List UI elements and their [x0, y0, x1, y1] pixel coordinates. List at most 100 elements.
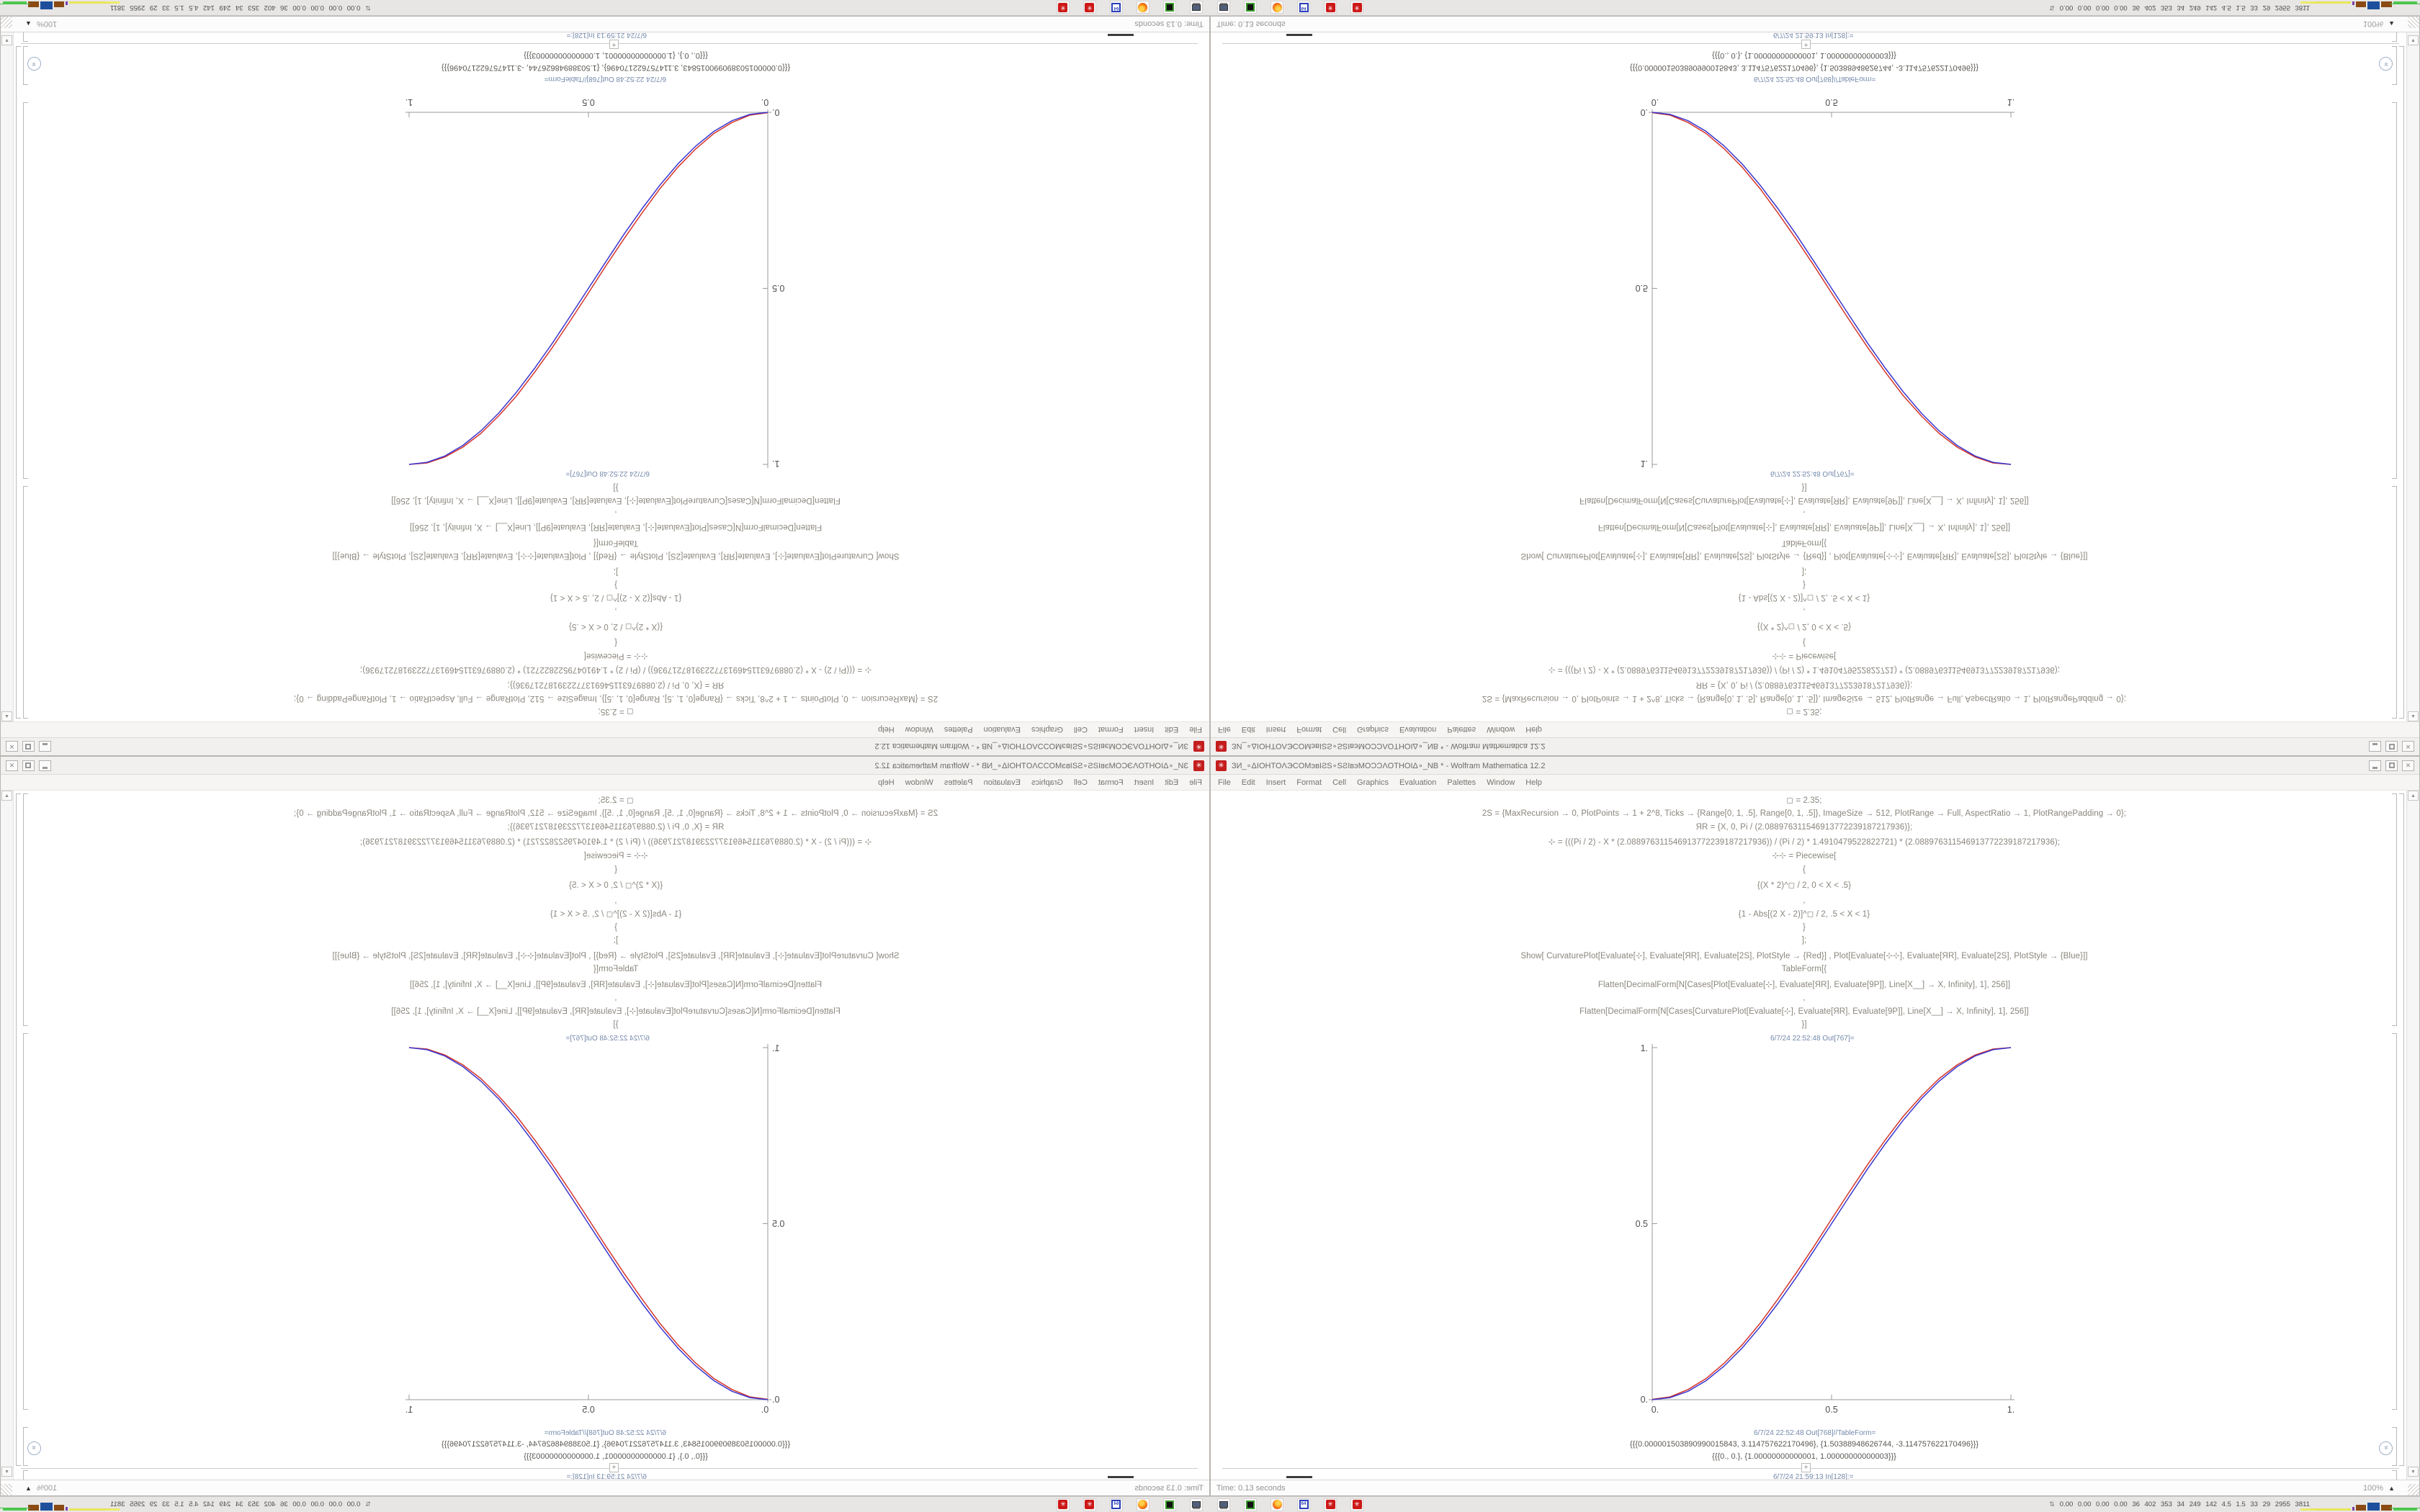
cell-group-bracket[interactable]: [16, 46, 21, 719]
menu-item-evaluation[interactable]: Evaluation: [983, 778, 1021, 787]
minimize-button[interactable]: [39, 760, 51, 771]
input-cell-line[interactable]: ⊹⊹ = Piecewise[: [1772, 652, 1837, 660]
scroll-up-icon[interactable]: ▲: [1, 711, 12, 721]
scroll-up-icon[interactable]: ▲: [2408, 711, 2419, 721]
menu-item-insert[interactable]: Insert: [1134, 725, 1155, 734]
insert-cell-plus-icon[interactable]: +: [1801, 1463, 1811, 1472]
menu-item-edit[interactable]: Edit: [1241, 778, 1255, 787]
cell-group-bracket[interactable]: [16, 793, 21, 1466]
input-cell-line[interactable]: ];: [1801, 567, 1807, 576]
menu-item-palettes[interactable]: Palettes: [944, 725, 973, 734]
taskbar-display-button[interactable]: [1190, 1, 1203, 14]
menu-item-graphics[interactable]: Graphics: [1357, 725, 1389, 734]
input-cell-line[interactable]: Show[ CurvaturePlot[Evaluate[⊹], Evaluat…: [332, 952, 900, 960]
input-cell-line[interactable]: }]: [613, 1020, 619, 1029]
cell-bracket-plot-output[interactable]: [23, 1033, 28, 1410]
taskbar-floppy64-button[interactable]: 64: [1110, 1498, 1123, 1511]
menu-item-palettes[interactable]: Palettes: [1447, 725, 1476, 734]
menu-item-graphics[interactable]: Graphics: [1357, 778, 1389, 787]
input-cell-line[interactable]: ,: [1803, 896, 1806, 905]
cell-bracket-plot-output[interactable]: [23, 102, 28, 479]
maximize-button[interactable]: [22, 760, 35, 771]
menu-item-edit[interactable]: Edit: [1165, 778, 1179, 787]
menu-item-format[interactable]: Format: [1296, 778, 1322, 787]
input-cell-line[interactable]: Flatten[DecimalForm[N[Cases[CurvaturePlo…: [391, 496, 841, 505]
insert-cell-plus-icon[interactable]: +: [609, 40, 619, 49]
horizontal-scrollbar-thumb[interactable]: [1286, 34, 1312, 36]
taskbar-mathematica-button[interactable]: ✳: [1057, 1498, 1070, 1511]
scroll-up-icon[interactable]: ▲: [2408, 791, 2419, 801]
menu-item-cell[interactable]: Cell: [1332, 725, 1347, 734]
input-cell-line[interactable]: Flatten[DecimalForm[N[Cases[Plot[Evaluat…: [409, 981, 823, 989]
input-cell-line[interactable]: }: [1803, 580, 1806, 589]
taskbar-floppy64-button[interactable]: 64: [1297, 1, 1310, 14]
menu-item-cell[interactable]: Cell: [1073, 778, 1088, 787]
menu-item-evaluation[interactable]: Evaluation: [1399, 725, 1437, 734]
cell-bracket-plot-output[interactable]: [2392, 1033, 2397, 1410]
menu-item-help[interactable]: Help: [878, 725, 895, 734]
menu-item-insert[interactable]: Insert: [1265, 778, 1286, 787]
scroll-up-icon[interactable]: ▲: [1, 791, 12, 801]
menu-item-file[interactable]: File: [1189, 778, 1202, 787]
open-cell-group-chevron-icon[interactable]: »: [27, 57, 41, 71]
input-cell-line[interactable]: ⊹⊹ = Piecewise[: [583, 852, 648, 860]
input-cell-line[interactable]: }]: [1801, 483, 1807, 492]
cell-bracket-plot-output[interactable]: [2392, 102, 2397, 479]
cell-bracket-next-input[interactable]: [23, 32, 28, 42]
zoom-control[interactable]: 100% ▲: [2363, 1484, 2395, 1493]
menu-item-insert[interactable]: Insert: [1265, 725, 1286, 734]
resize-grip[interactable]: [2408, 17, 2419, 28]
input-cell-line[interactable]: Flatten[DecimalForm[N[Cases[CurvaturePlo…: [1579, 496, 2029, 505]
window-titlebar[interactable]: ✳ ЗИ_∘ΔIOHTOΛЭCOMэвIƧS∘SƧIвэMOƆƆΛOTHOIΔ∘…: [1211, 757, 2419, 775]
menu-item-graphics[interactable]: Graphics: [1031, 725, 1063, 734]
cell-bracket-table-output[interactable]: [2392, 46, 2397, 85]
input-cell-line[interactable]: {: [1803, 638, 1806, 647]
menu-item-format[interactable]: Format: [1098, 778, 1124, 787]
taskbar-package-button[interactable]: [1244, 1498, 1257, 1511]
input-cell-line[interactable]: ◻ = 2.35;: [1786, 707, 1822, 716]
menu-item-window[interactable]: Window: [1487, 778, 1515, 787]
input-cell-line[interactable]: ,: [614, 510, 617, 518]
taskbar-firefox-button[interactable]: [1137, 1498, 1150, 1511]
cell-group-bracket[interactable]: [2399, 793, 2404, 1466]
input-cell-line[interactable]: Show[ CurvaturePlot[Evaluate[⊹], Evaluat…: [332, 552, 900, 560]
input-cell-line[interactable]: Flatten[DecimalForm[N[Cases[Plot[Evaluat…: [1597, 523, 2011, 531]
input-cell-line[interactable]: ,: [1803, 607, 1806, 616]
input-cell-line[interactable]: ⊹ = (((Pi / 2) - X * (2.0889763115469137…: [359, 665, 872, 674]
input-cell-line[interactable]: {(X * 2)^◻ / 2, 0 < X < .5}: [568, 622, 663, 631]
input-cell-line[interactable]: ЯR = {X, 0, Pi / (2.08897631154691377223…: [507, 680, 725, 689]
input-cell-line[interactable]: ,: [614, 896, 617, 905]
input-cell-line[interactable]: Flatten[DecimalForm[N[Cases[CurvaturePlo…: [391, 1007, 841, 1016]
input-cell-line[interactable]: {: [1803, 865, 1806, 874]
menu-item-evaluation[interactable]: Evaluation: [983, 725, 1021, 734]
input-cell-line[interactable]: {(X * 2)^◻ / 2, 0 < X < .5}: [1757, 881, 1852, 890]
insert-cell-plus-icon[interactable]: +: [609, 1463, 619, 1472]
minimize-button[interactable]: [39, 741, 51, 752]
input-cell-line[interactable]: ЯR = {X, 0, Pi / (2.08897631154691377223…: [1695, 680, 1913, 689]
input-cell-line[interactable]: Show[ CurvaturePlot[Evaluate[⊹], Evaluat…: [1520, 552, 2088, 560]
input-cell-line[interactable]: ,: [614, 994, 617, 1002]
taskbar-firefox-button[interactable]: [1137, 1, 1150, 14]
close-button[interactable]: ✕: [6, 741, 18, 752]
scroll-down-icon[interactable]: ▼: [2408, 35, 2419, 45]
zoom-control[interactable]: 100% ▲: [2363, 20, 2395, 29]
cell-bracket-input[interactable]: [23, 793, 28, 1026]
input-cell-line[interactable]: TableForm[{: [593, 965, 639, 973]
menu-item-insert[interactable]: Insert: [1134, 778, 1155, 787]
scroll-down-icon[interactable]: ▼: [1, 35, 12, 45]
insert-cell-plus-icon[interactable]: +: [1801, 40, 1811, 49]
maximize-button[interactable]: [2385, 760, 2398, 771]
input-cell-line[interactable]: ];: [613, 936, 619, 945]
open-cell-group-chevron-icon[interactable]: »: [2379, 57, 2393, 71]
cell-bracket-input[interactable]: [2392, 793, 2397, 1026]
input-cell-line[interactable]: ⊹⊹ = Piecewise[: [583, 652, 648, 660]
horizontal-scrollbar-thumb[interactable]: [1286, 1476, 1312, 1478]
input-cell-line[interactable]: {(X * 2)^◻ / 2, 0 < X < .5}: [568, 881, 663, 890]
menu-item-window[interactable]: Window: [905, 778, 933, 787]
menu-item-window[interactable]: Window: [905, 725, 933, 734]
menu-item-help[interactable]: Help: [878, 778, 895, 787]
menu-item-window[interactable]: Window: [1487, 725, 1515, 734]
taskbar-floppy64-button[interactable]: 64: [1297, 1498, 1310, 1511]
cell-bracket-input[interactable]: [23, 486, 28, 719]
input-cell-line[interactable]: ];: [613, 567, 619, 576]
